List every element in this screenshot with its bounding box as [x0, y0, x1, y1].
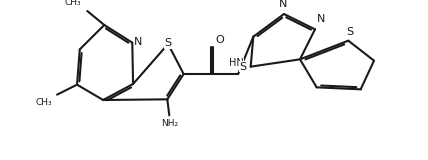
- Text: N: N: [317, 14, 325, 24]
- Text: N: N: [134, 37, 143, 47]
- Text: O: O: [215, 35, 224, 45]
- Text: S: S: [346, 27, 353, 37]
- Text: N: N: [279, 0, 287, 9]
- Text: CH₃: CH₃: [36, 98, 52, 107]
- Text: NH₂: NH₂: [161, 119, 178, 128]
- Text: S: S: [240, 62, 247, 72]
- Text: S: S: [164, 38, 172, 48]
- Text: HN: HN: [229, 58, 244, 68]
- Text: CH₃: CH₃: [65, 0, 81, 7]
